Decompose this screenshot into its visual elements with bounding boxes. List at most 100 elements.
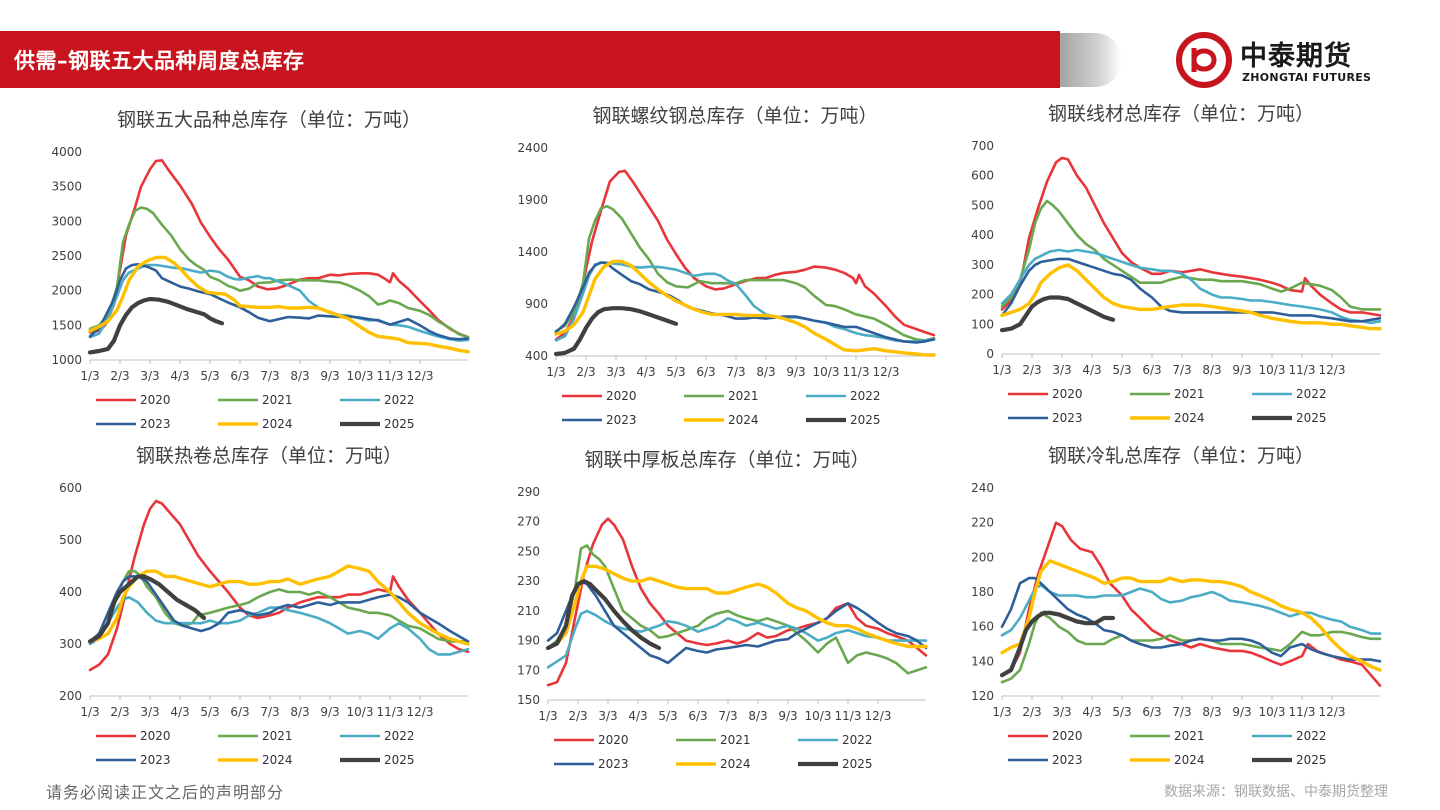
legend-label-2025: 2025 [1296,411,1327,425]
y-tick-label: 3000 [51,214,82,228]
series-line-2022 [88,263,470,342]
x-tick-label: 3/3 [140,369,159,383]
legend-label-2024: 2024 [262,753,293,767]
x-tick-label: 5/3 [200,369,219,383]
x-tick-label: 6/3 [688,709,707,723]
chart-svg: 钢联螺纹钢总库存（单位：万吨） 400 900 1400 1900 2400 1/3 2/3 3… [517,105,936,427]
series-line-2025 [545,579,662,651]
chart-svg: 钢联线材总库存（单位：万吨） 0 100 200 300 400 500 600 700 1/3 2… [971,103,1382,425]
series-line-2025 [553,306,679,356]
series-line-2020 [546,517,928,687]
series-line-2022 [88,595,470,656]
x-tick-label: 9/3 [1232,363,1251,377]
y-tick-label: 0 [986,347,994,361]
legend-label-2022: 2022 [850,389,881,403]
series-line-2023 [1000,257,1382,323]
x-tick-label: 7/3 [260,705,279,719]
x-tick-label: 7/3 [726,365,745,379]
legend-label-2023: 2023 [1052,411,1083,425]
chart-title: 钢联冷轧总库存（单位：万吨） [1048,445,1314,467]
legend-label-2025: 2025 [842,757,873,771]
series-line-2023 [554,261,936,344]
chart-total-inventory: 钢联五大品种总库存（单位：万吨） 1000 1500 2000 2500 3000 3500… [28,100,498,440]
series-line-2020 [88,158,470,339]
chart-rebar-inventory: 钢联螺纹钢总库存（单位：万吨） 400 900 1400 1900 2400 1/3 2/3 3… [494,96,964,436]
y-tick-label: 200 [59,689,82,703]
x-tick-label: 2/3 [110,369,129,383]
legend-label-2022: 2022 [1296,729,1327,743]
x-tick-label: 9/3 [320,705,339,719]
x-tick-label: 12/3 [407,705,434,719]
y-tick-label: 200 [971,550,994,564]
series-line-2024 [88,255,470,354]
legend-label-2022: 2022 [1296,387,1327,401]
legend-label-2022: 2022 [842,733,873,747]
legend-label-2020: 2020 [1052,387,1083,401]
x-tick-label: 10/3 [347,705,374,719]
legend-label-2023: 2023 [598,757,629,771]
y-tick-label: 290 [517,485,540,499]
x-tick-label: 1/3 [80,705,99,719]
chart-title: 钢联热卷总库存（单位：万吨） [136,445,402,467]
legend-label-2023: 2023 [140,417,171,431]
x-tick-label: 12/3 [865,709,892,723]
chart-title: 钢联螺纹钢总库存（单位：万吨） [592,105,877,127]
page-title: 供需–钢联五大品种周度总库存 [14,49,305,73]
legend-label-2023: 2023 [1052,753,1083,767]
y-tick-label: 400 [971,228,994,242]
chart-title: 钢联五大品种总库存（单位：万吨） [117,109,421,131]
series-line-2020 [88,499,470,672]
x-tick-label: 12/3 [1319,363,1346,377]
series-line-2021 [554,204,936,342]
y-tick-label: 300 [59,637,82,651]
series-line-2024 [554,259,936,357]
x-tick-label: 11/3 [1289,705,1316,719]
x-tick-label: 2/3 [576,365,595,379]
y-tick-label: 300 [971,258,994,272]
series-line-2023 [88,263,470,341]
legend-label-2023: 2023 [140,753,171,767]
legend-label-2021: 2021 [1174,387,1205,401]
y-tick-label: 600 [971,169,994,183]
x-tick-label: 11/3 [377,369,404,383]
x-tick-label: 3/3 [140,705,159,719]
series-line-2025 [999,610,1116,678]
y-tick-label: 600 [59,481,82,495]
y-tick-label: 500 [971,198,994,212]
x-tick-label: 1/3 [992,705,1011,719]
legend-label-2023: 2023 [606,413,637,427]
logo-text-cn: 中泰期货 [1240,41,1352,72]
x-tick-label: 6/3 [230,369,249,383]
y-tick-label: 170 [517,663,540,677]
x-tick-label: 7/3 [1172,705,1191,719]
y-tick-label: 190 [517,634,540,648]
x-tick-label: 4/3 [170,369,189,383]
y-tick-label: 200 [971,288,994,302]
logo-text-en: ZHONGTAI FUTURES [1242,71,1372,84]
chart-svg: 钢联热卷总库存（单位：万吨） 200 300 400 500 600 1/3 2/3 3/3 4/… [59,445,470,767]
x-tick-label: 4/3 [636,365,655,379]
legend-label-2020: 2020 [598,733,629,747]
series-line-2025 [87,574,207,644]
x-tick-label: 11/3 [835,709,862,723]
y-tick-label: 900 [525,297,548,311]
y-tick-label: 250 [517,544,540,558]
x-tick-label: 6/3 [1142,705,1161,719]
y-tick-label: 400 [59,585,82,599]
x-tick-label: 1/3 [538,709,557,723]
chart-title: 钢联中厚板总库存（单位：万吨） [584,449,869,471]
chart-svg: 钢联中厚板总库存（单位：万吨） 150 170 190 210 230 250 270 290 1… [517,449,928,771]
legend-label-2024: 2024 [1174,411,1205,425]
y-tick-label: 160 [971,620,994,634]
x-tick-label: 11/3 [1289,363,1316,377]
x-tick-label: 3/3 [1052,363,1071,377]
x-tick-label: 3/3 [1052,705,1071,719]
series-line-2021 [1000,199,1382,311]
y-tick-label: 230 [517,574,540,588]
legend-label-2021: 2021 [262,393,293,407]
chart-wire-rod-inventory: 钢联线材总库存（单位：万吨） 0 100 200 300 400 500 600 700 1/3 2… [940,94,1410,434]
x-tick-label: 4/3 [628,709,647,723]
y-tick-label: 270 [517,515,540,529]
y-tick-label: 1000 [51,353,82,367]
legend-label-2020: 2020 [1052,729,1083,743]
